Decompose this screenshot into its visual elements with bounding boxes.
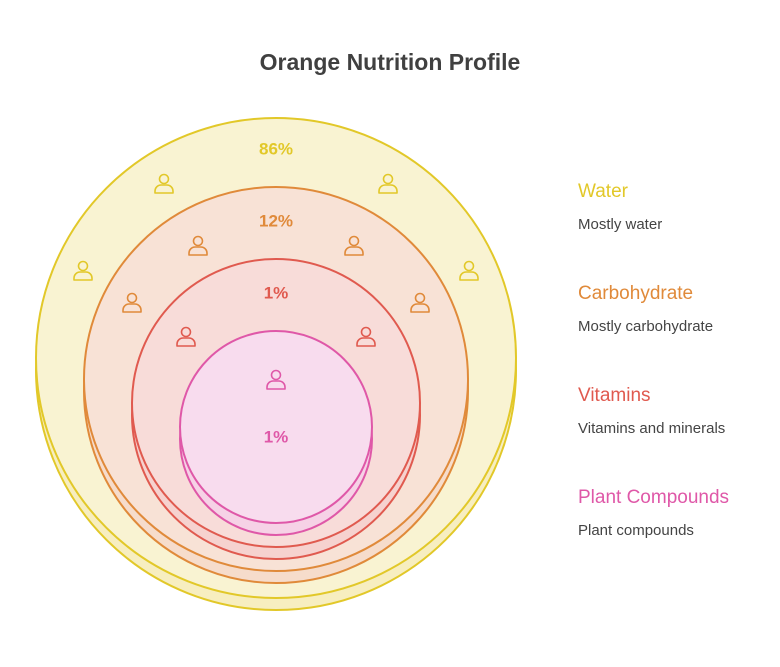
legend-label: Plant Compounds: [578, 487, 729, 508]
plant-compounds-percent: 1%: [264, 427, 289, 446]
carbohydrate-percent: 12%: [259, 211, 293, 230]
legend-description: Plant compounds: [578, 522, 694, 539]
legend-description: Mostly water: [578, 216, 662, 233]
legend-label: Vitamins: [578, 385, 651, 406]
legend-description: Mostly carbohydrate: [578, 318, 713, 335]
legend-label: Carbohydrate: [578, 283, 693, 304]
vitamins-percent: 1%: [264, 283, 289, 302]
legend-label: Water: [578, 181, 629, 202]
legend: Water Mostly water Carbohydrate Mostly c…: [578, 181, 729, 539]
plant-compounds-circle: [179, 330, 373, 524]
plant-compounds-layer: 1%: [179, 330, 373, 536]
legend-description: Vitamins and minerals: [578, 420, 725, 437]
water-percent: 86%: [259, 139, 293, 158]
title: Orange Nutrition Profile: [260, 49, 521, 75]
